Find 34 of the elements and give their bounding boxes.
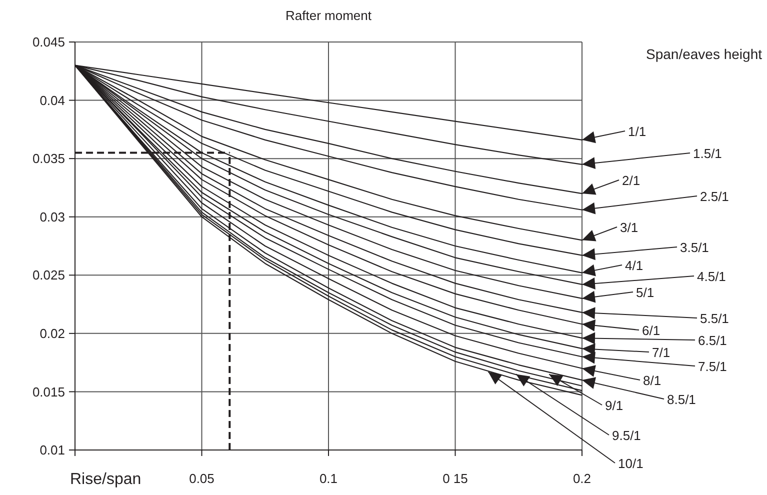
y-tick-label: 0.02 — [40, 326, 65, 341]
y-tick-label: 0.04 — [40, 92, 65, 108]
chart-title: Rafter moment — [286, 8, 372, 23]
annotation: 10/1 — [618, 456, 644, 471]
annotation: 3.5/1 — [680, 240, 709, 255]
y-tick-label: 0.035 — [32, 151, 65, 166]
annotation: 5/1 — [636, 285, 654, 300]
legend-title: Span/eaves height — [646, 46, 762, 62]
annotation: 6.5/1 — [698, 333, 727, 348]
annotation: 7/1 — [652, 345, 670, 360]
annotation: 7.5/1 — [698, 359, 727, 374]
annotation: 3/1 — [620, 220, 638, 235]
annotation: 2.5/1 — [700, 189, 729, 204]
annotation: 4/1 — [625, 258, 644, 273]
annotation: 5.5/1 — [700, 311, 729, 326]
x-tick-label: 0.05 — [189, 471, 214, 486]
x-tick-label: 0.2 — [572, 471, 592, 486]
x-tick-label: 0.1 — [319, 471, 338, 486]
x-axis-title: Rise/span — [70, 471, 142, 488]
annotation: 1.5/1 — [693, 146, 722, 161]
y-tick-label: 0.01 — [40, 442, 65, 458]
x-tick-label: 0 15 — [442, 471, 468, 486]
annotation: 4.5/1 — [697, 269, 726, 284]
y-tick-label: 0.03 — [40, 209, 65, 224]
annotation: 9/1 — [605, 398, 624, 413]
annotation: 8/1 — [643, 373, 662, 388]
annotation: 6/1 — [642, 323, 660, 338]
annotation: 9.5/1 — [612, 428, 641, 443]
y-tick-label: 0.015 — [32, 384, 65, 400]
annotation: 2/1 — [622, 173, 640, 188]
annotation: 1/1 — [628, 124, 646, 139]
y-tick-label: 0.025 — [32, 268, 65, 283]
y-tick-label: 0.045 — [32, 34, 65, 50]
annotation: 8.5/1 — [667, 392, 696, 407]
